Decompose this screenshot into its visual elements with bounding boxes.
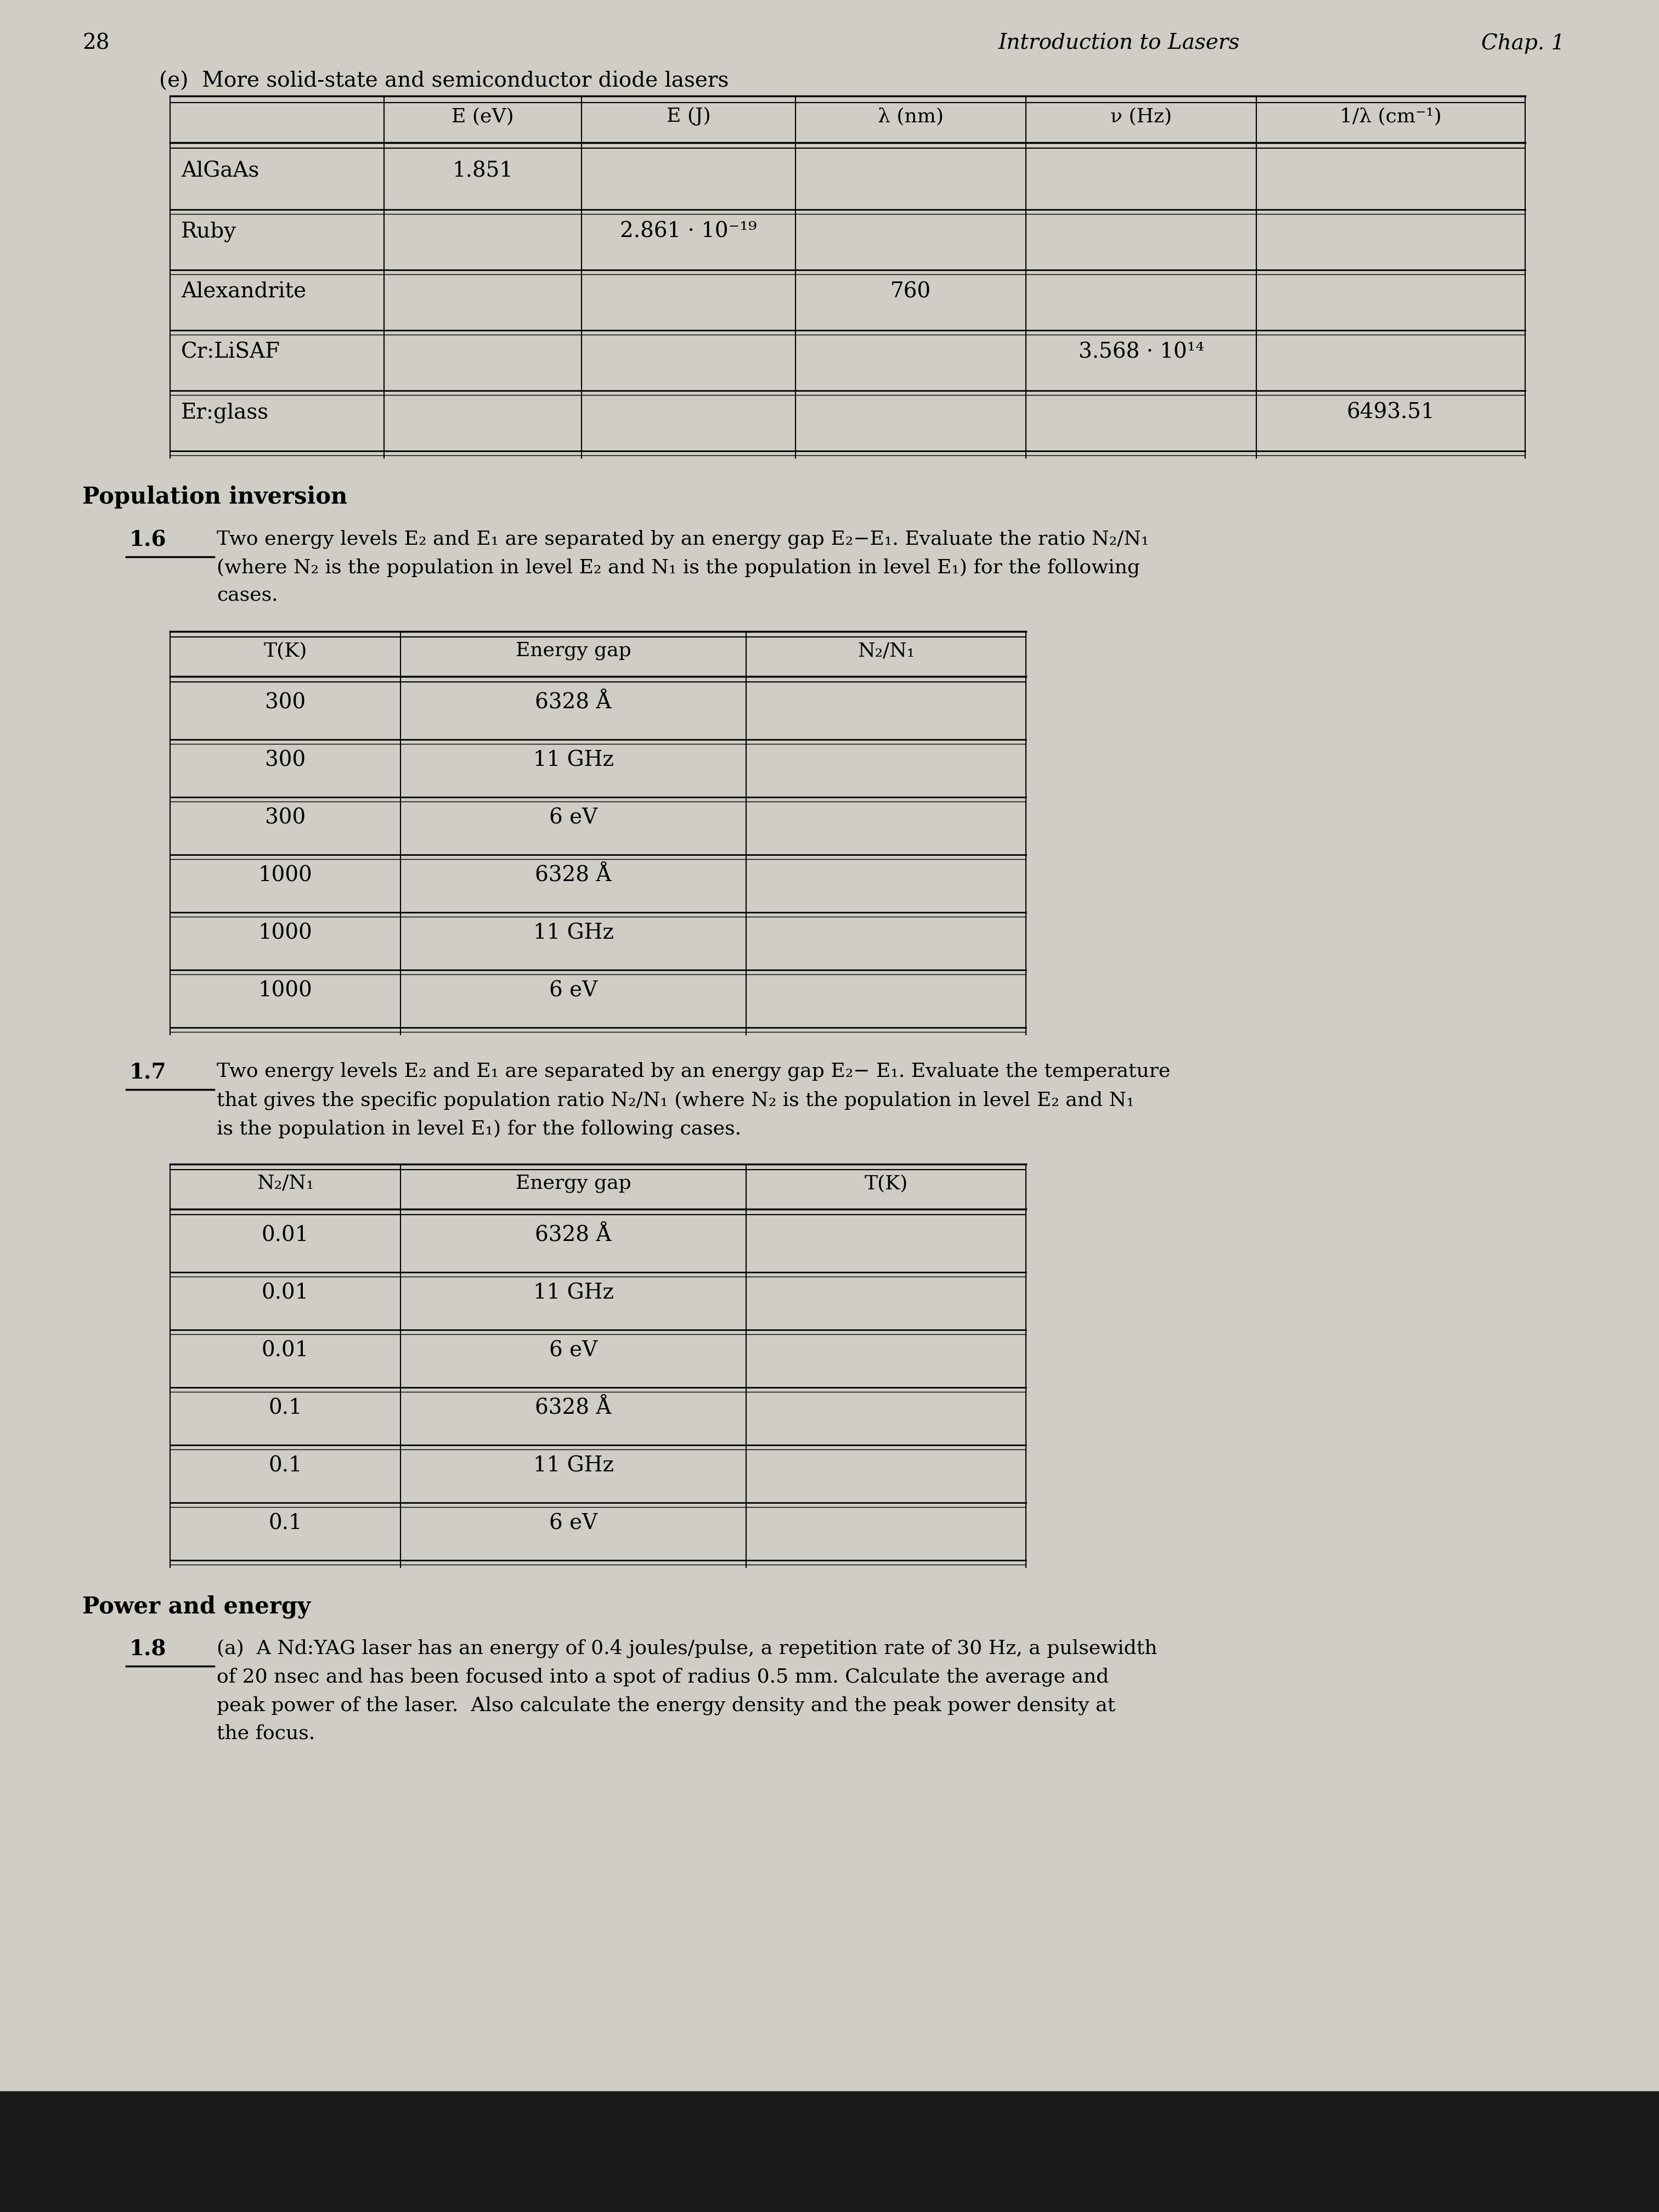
Text: 11 GHz: 11 GHz <box>533 1455 614 1475</box>
Text: 28: 28 <box>83 33 109 53</box>
Text: that gives the specific population ratio N₂/N₁ (where N₂ is the population in le: that gives the specific population ratio… <box>217 1091 1135 1110</box>
Text: AlGaAs: AlGaAs <box>181 161 259 181</box>
Text: Alexandrite: Alexandrite <box>181 281 307 303</box>
Text: (where N₂ is the population in level E₂ and N₁ is the population in level E₁) fo: (where N₂ is the population in level E₂ … <box>217 557 1140 577</box>
Text: N₂/N₁: N₂/N₁ <box>257 1175 314 1192</box>
Text: 6328 Å: 6328 Å <box>536 1398 612 1418</box>
Text: 11 GHz: 11 GHz <box>533 922 614 942</box>
Text: 1.7: 1.7 <box>129 1062 166 1084</box>
Text: T(K): T(K) <box>864 1175 907 1192</box>
Text: 2.861 · 10⁻¹⁹: 2.861 · 10⁻¹⁹ <box>620 221 757 241</box>
Text: Two energy levels E₂ and E₁ are separated by an energy gap E₂−E₁. Evaluate the r: Two energy levels E₂ and E₁ are separate… <box>217 529 1150 549</box>
Text: Two energy levels E₂ and E₁ are separated by an energy gap E₂− E₁. Evaluate the : Two energy levels E₂ and E₁ are separate… <box>217 1062 1170 1082</box>
Text: 6328 Å: 6328 Å <box>536 865 612 885</box>
Text: 1000: 1000 <box>259 922 312 942</box>
Text: 1.6: 1.6 <box>129 529 166 551</box>
Text: 6328 Å: 6328 Å <box>536 692 612 712</box>
Text: Energy gap: Energy gap <box>516 1175 630 1192</box>
Text: 1.851: 1.851 <box>453 161 513 181</box>
Text: 6493.51: 6493.51 <box>1347 403 1435 422</box>
Text: Er:glass: Er:glass <box>181 403 269 422</box>
Text: 0.01: 0.01 <box>262 1225 309 1245</box>
Text: 0.01: 0.01 <box>262 1283 309 1303</box>
Text: is the population in level E₁) for the following cases.: is the population in level E₁) for the f… <box>217 1119 742 1139</box>
Text: (a)  A Nd:YAG laser has an energy of 0.4 joules/pulse, a repetition rate of 30 H: (a) A Nd:YAG laser has an energy of 0.4 … <box>217 1639 1158 1657</box>
Text: ν (Hz): ν (Hz) <box>1110 106 1171 126</box>
Text: 6 eV: 6 eV <box>549 1513 597 1533</box>
Text: Power and energy: Power and energy <box>83 1595 310 1619</box>
Text: Introduction to Lasers: Introduction to Lasers <box>999 33 1239 53</box>
Text: 6 eV: 6 eV <box>549 980 597 1002</box>
Text: the focus.: the focus. <box>217 1725 315 1743</box>
Bar <box>0 2090 1659 2212</box>
Text: 300: 300 <box>265 750 305 770</box>
Text: Population inversion: Population inversion <box>83 484 347 509</box>
Text: 0.1: 0.1 <box>269 1398 302 1418</box>
Text: peak power of the laser.  Also calculate the energy density and the peak power d: peak power of the laser. Also calculate … <box>217 1697 1115 1714</box>
Text: λ (nm): λ (nm) <box>878 106 944 126</box>
Text: 1/λ (cm⁻¹): 1/λ (cm⁻¹) <box>1340 106 1442 126</box>
Text: 0.1: 0.1 <box>269 1455 302 1475</box>
Text: 6328 Å: 6328 Å <box>536 1225 612 1245</box>
Text: 1000: 1000 <box>259 865 312 885</box>
Text: 0.1: 0.1 <box>269 1513 302 1533</box>
Text: E (eV): E (eV) <box>451 106 514 126</box>
Text: 11 GHz: 11 GHz <box>533 1283 614 1303</box>
Text: 300: 300 <box>265 807 305 827</box>
Text: 3.568 · 10¹⁴: 3.568 · 10¹⁴ <box>1078 343 1204 363</box>
Text: E (J): E (J) <box>667 106 710 126</box>
Text: 6 eV: 6 eV <box>549 1340 597 1360</box>
Text: Cr:LiSAF: Cr:LiSAF <box>181 343 280 363</box>
Text: 300: 300 <box>265 692 305 712</box>
Text: Ruby: Ruby <box>181 221 237 241</box>
Text: 760: 760 <box>891 281 931 303</box>
Text: 11 GHz: 11 GHz <box>533 750 614 770</box>
Text: 1.8: 1.8 <box>129 1639 166 1659</box>
Text: cases.: cases. <box>217 586 279 606</box>
Text: (e)  More solid-state and semiconductor diode lasers: (e) More solid-state and semiconductor d… <box>159 71 728 91</box>
Text: Energy gap: Energy gap <box>516 641 630 659</box>
Text: Chap. 1: Chap. 1 <box>1481 33 1564 53</box>
Text: of 20 nsec and has been focused into a spot of radius 0.5 mm. Calculate the aver: of 20 nsec and has been focused into a s… <box>217 1668 1108 1686</box>
Text: 6 eV: 6 eV <box>549 807 597 827</box>
Text: T(K): T(K) <box>264 641 307 659</box>
Text: 0.01: 0.01 <box>262 1340 309 1360</box>
Text: 1000: 1000 <box>259 980 312 1002</box>
Text: N₂/N₁: N₂/N₁ <box>858 641 914 659</box>
